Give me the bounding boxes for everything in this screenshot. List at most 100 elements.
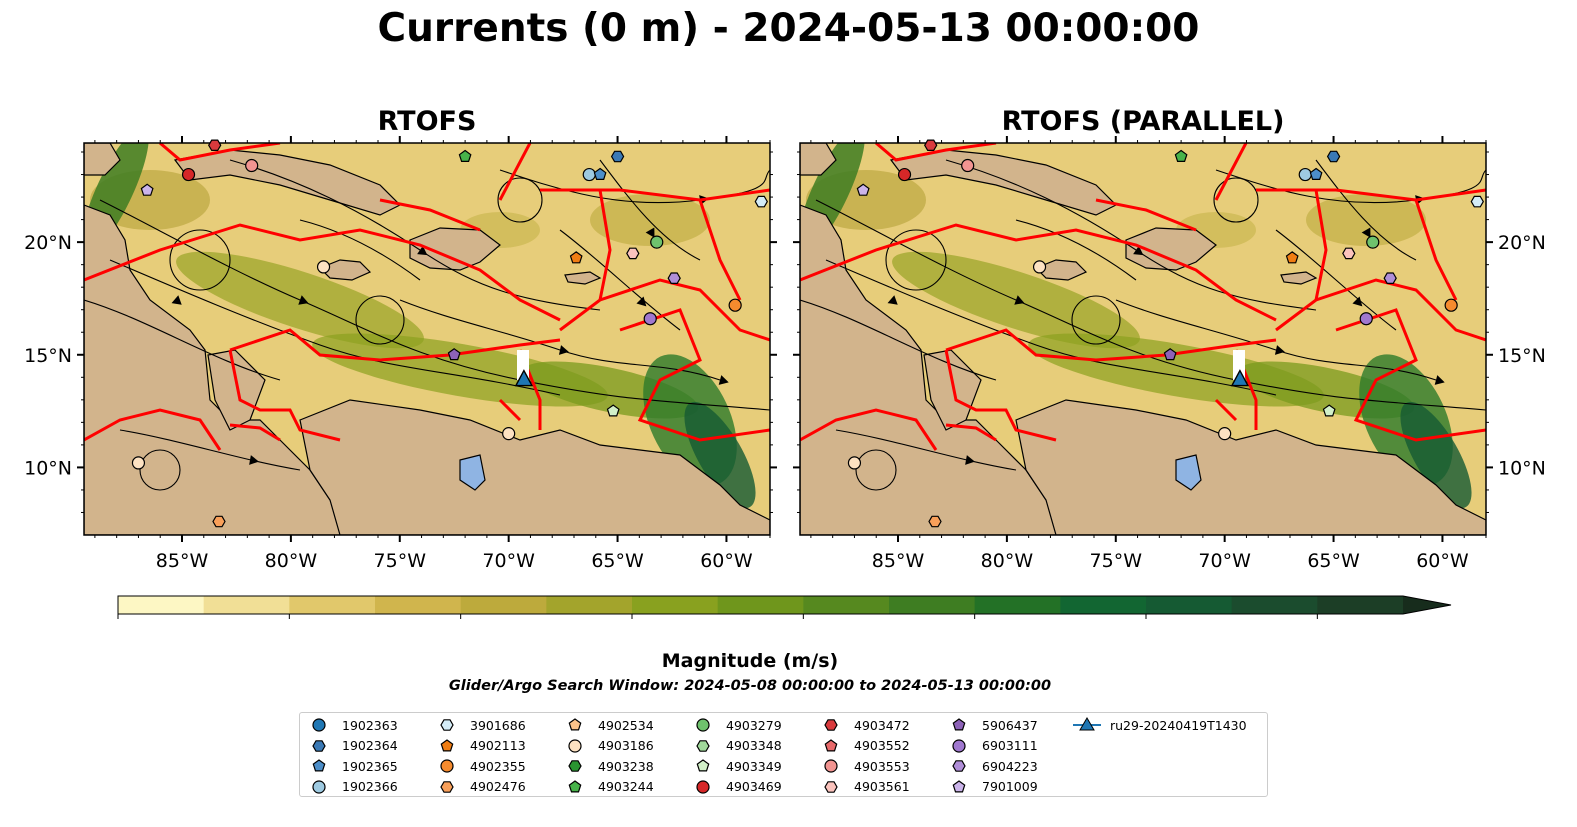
legend-label: 4903238 (598, 758, 654, 774)
streamline-arrows (887, 195, 1445, 465)
argo-float-marker (643, 312, 657, 326)
lon-tick-label: 65°W (591, 550, 644, 572)
map-panel-rtofs-parallel: 85°W 80°W 75°W 70°W 65°W 60°W 20°N 15°N 10°N (793, 136, 1546, 572)
legend-item: 1902363 (304, 715, 398, 735)
argo-float-marker (1032, 260, 1047, 274)
argo-float-marker (1298, 167, 1312, 182)
argo-float-marker (924, 139, 938, 151)
search-window-text: Glider/Argo Search Window: 2024-05-08 00… (448, 678, 1052, 694)
main-title: Currents (0 m) - 2024-05-13 00:00:00 (377, 6, 1200, 51)
legend-label: 4903553 (854, 758, 910, 774)
legend-marker-icon (568, 738, 582, 753)
argo-float-marker (847, 456, 862, 470)
argo-float-marker (1218, 427, 1232, 441)
lon-tick-label: 70°W (1198, 550, 1251, 572)
lon-tick-label: 85°W (156, 550, 209, 572)
argo-float-marker (582, 167, 596, 182)
legend-marker-icon (312, 759, 326, 772)
legend-label: 3901686 (470, 717, 526, 733)
argo-float-marker (208, 139, 222, 151)
glider-marker (514, 369, 534, 387)
legend-item: 7901009 (944, 777, 1038, 797)
legend-item: 4903469 (688, 777, 782, 797)
legend-label: 4903279 (726, 717, 782, 733)
legend-marker-icon (312, 779, 326, 794)
colorbar-bin (889, 596, 976, 614)
legend-item: 4903244 (560, 777, 654, 797)
legend-label: 4902534 (598, 717, 654, 733)
lon-tick-label: 85°W (872, 550, 925, 572)
argo-float-marker (650, 235, 664, 249)
legend-marker-icon (824, 780, 838, 793)
colorbar-bin (289, 596, 376, 614)
argo-float-marker (626, 247, 640, 260)
axis-ticks-right-panel: 85°W 80°W 75°W 70°W 65°W 60°W 20°N 15°N 10°N (793, 136, 1546, 572)
legend-item: ru29-20240419T1430 (1072, 715, 1247, 735)
legend-item: 4902355 (432, 756, 526, 776)
lat-tick-label: 10°N (1498, 457, 1546, 479)
lon-tick-label: 70°W (482, 550, 535, 572)
legend-item: 4903561 (816, 777, 910, 797)
argo-float-marker (1309, 167, 1323, 180)
colorbar-bin (546, 596, 633, 614)
legend-item: 4903348 (688, 736, 782, 756)
argo-float-marker (1366, 235, 1380, 249)
argo-float-marker (1326, 150, 1341, 163)
argo-float-marker (1163, 348, 1177, 361)
legend-label: 4902355 (470, 758, 526, 774)
legend-marker-icon (440, 780, 454, 793)
argo-float-marker (1322, 404, 1336, 417)
lat-tick-label: 20°N (1498, 232, 1546, 254)
legend: 1902363 1902364 1902365 1902366 3901686 49021… (299, 712, 1268, 797)
legend-item: 4902113 (432, 736, 526, 756)
argo-float-marker (1444, 298, 1458, 312)
legend-marker-icon (696, 759, 710, 772)
legend-item: 6903111 (944, 736, 1038, 756)
legend-item: 4902476 (432, 777, 526, 797)
map-panel-rtofs: 85°W 80°W 75°W 70°W 65°W 60°W 20°N 15°N 10°N (24, 136, 777, 572)
legend-item: 1902366 (304, 777, 398, 797)
argo-float-marker (610, 150, 625, 163)
legend-label: 4903348 (726, 738, 782, 753)
legend-marker-icon (952, 760, 966, 772)
legend-item: 4903552 (816, 736, 910, 756)
legend-item: 5906437 (944, 715, 1038, 735)
legend-item: 4903349 (688, 756, 782, 776)
legend-marker-icon (696, 739, 710, 752)
legend-label: 1902365 (342, 758, 398, 774)
legend-marker-icon (952, 779, 966, 792)
legend-item: 4903186 (560, 736, 654, 756)
legend-label: 6904223 (982, 758, 1038, 774)
legend-label: 1902366 (342, 779, 398, 794)
colorbar-bin (974, 596, 1061, 614)
legend-item: 4903472 (816, 715, 910, 735)
colorbar-bin (1146, 596, 1233, 614)
argo-float-marker (897, 167, 912, 182)
argo-float-marker (606, 404, 620, 417)
legend-label: 1902363 (342, 717, 398, 733)
legend-label: 4903561 (854, 779, 910, 794)
legend-marker-icon (824, 719, 838, 731)
colorbar-outline (117, 595, 1452, 615)
map-frame (83, 142, 771, 536)
legend-marker-icon (952, 738, 966, 753)
argo-float-marker (856, 183, 870, 196)
argo-float-marker (212, 515, 226, 528)
colorbar-label: Magnitude (m/s) (661, 650, 839, 672)
legend-marker-icon (568, 718, 582, 731)
eez-boundaries (800, 143, 1486, 451)
legend-label: 4902113 (470, 738, 526, 753)
legend-marker-icon (568, 760, 582, 772)
colorbar-bin (203, 596, 290, 614)
argo-float-marker (667, 272, 681, 284)
lat-tick-label: 15°N (24, 345, 72, 367)
colorbar-bin (1060, 596, 1147, 614)
legend-item: 4903279 (688, 715, 782, 735)
legend-item: 4902534 (560, 715, 654, 735)
map-frame (799, 142, 1487, 536)
colorbar-bin (632, 596, 719, 614)
argo-float-marker (961, 158, 975, 173)
argo-float-marker (140, 183, 154, 196)
legend-label: 4903552 (854, 738, 910, 753)
legend-marker-icon (952, 718, 966, 731)
